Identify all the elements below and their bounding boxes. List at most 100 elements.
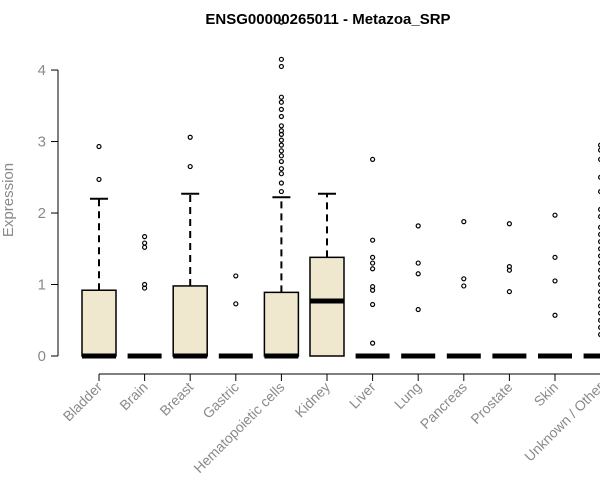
outlier-point bbox=[278, 19, 284, 25]
box-liver bbox=[355, 156, 390, 359]
box-bladder bbox=[81, 143, 117, 359]
outlier-point bbox=[598, 206, 600, 212]
outlier-point bbox=[278, 106, 284, 112]
x-tick-label: Liver bbox=[346, 379, 379, 412]
outlier-point bbox=[278, 63, 284, 70]
outlier-point bbox=[370, 284, 376, 290]
outlier-point bbox=[278, 128, 284, 134]
outlier-point bbox=[278, 99, 284, 105]
outlier-point bbox=[598, 332, 600, 338]
outlier-point bbox=[142, 240, 148, 246]
outlier-point bbox=[415, 223, 421, 229]
outlier-point bbox=[278, 153, 284, 159]
box-body bbox=[263, 291, 300, 357]
outlier-point bbox=[598, 156, 600, 162]
outlier-point bbox=[598, 253, 600, 259]
outlier-point bbox=[598, 231, 600, 237]
x-tick-label: Breast bbox=[156, 379, 196, 419]
outlier-point bbox=[96, 176, 102, 183]
outlier-point bbox=[598, 281, 600, 288]
outlier-point bbox=[370, 301, 376, 308]
outlier-point bbox=[415, 271, 421, 277]
outlier-point bbox=[370, 340, 376, 346]
outlier-point bbox=[598, 147, 600, 153]
x-tick-label: Unknown / Other bbox=[521, 379, 600, 465]
outlier-point bbox=[278, 94, 284, 100]
outlier-point bbox=[598, 224, 600, 230]
outlier-point bbox=[598, 214, 600, 220]
outlier-point bbox=[278, 148, 284, 154]
box-body bbox=[81, 289, 117, 357]
box-brain bbox=[127, 234, 162, 359]
outlier-point bbox=[506, 221, 512, 227]
outlier-point bbox=[598, 296, 600, 302]
outlier-point bbox=[278, 166, 284, 172]
outlier-point bbox=[552, 312, 558, 318]
outlier-point bbox=[278, 171, 284, 177]
outlier-point bbox=[598, 303, 600, 309]
outlier-point bbox=[187, 134, 193, 140]
box-lung bbox=[401, 223, 436, 359]
box-series bbox=[81, 19, 600, 359]
box-kidney bbox=[309, 192, 345, 357]
outlier-point bbox=[552, 212, 558, 218]
outlier-point bbox=[278, 123, 284, 129]
x-tick-label: Pancreas bbox=[417, 379, 470, 432]
x-tick-label: Skin bbox=[531, 379, 562, 410]
box-prostate bbox=[492, 221, 527, 359]
outlier-point bbox=[598, 189, 600, 195]
box-body bbox=[172, 285, 208, 357]
outlier-point bbox=[278, 158, 284, 165]
x-tick-label: Lung bbox=[391, 379, 424, 412]
box-body bbox=[309, 256, 345, 357]
outlier-point bbox=[598, 174, 600, 180]
x-tick-label: Bladder bbox=[60, 379, 106, 425]
box-gastric bbox=[218, 273, 253, 359]
chart-title: ENSG00000265011 - Metazoa_SRP bbox=[205, 11, 450, 28]
x-tick-label: Gastric bbox=[199, 379, 242, 422]
outlier-point bbox=[278, 137, 284, 143]
outlier-point bbox=[370, 254, 376, 260]
outlier-point bbox=[506, 289, 512, 295]
box-breast bbox=[172, 134, 208, 359]
outlier-point bbox=[278, 113, 284, 120]
outlier-point bbox=[598, 289, 600, 295]
outlier-point bbox=[461, 219, 467, 225]
box-unknown-other bbox=[583, 142, 600, 359]
outlier-point bbox=[142, 281, 148, 288]
box-skin bbox=[538, 212, 572, 359]
outlier-point bbox=[598, 317, 600, 323]
x-tick-label: Kidney bbox=[292, 379, 334, 421]
outlier-point bbox=[233, 301, 239, 307]
outlier-point bbox=[278, 56, 284, 62]
outlier-point bbox=[598, 142, 600, 148]
outlier-point bbox=[598, 260, 600, 266]
x-tick-label: Prostate bbox=[467, 379, 515, 427]
outlier-point bbox=[461, 283, 467, 289]
outlier-point bbox=[96, 143, 102, 150]
outlier-point bbox=[552, 278, 558, 284]
y-tick-label: 2 bbox=[38, 205, 46, 222]
outlier-point bbox=[598, 267, 600, 273]
y-axis: 0 1 2 3 4 bbox=[38, 62, 59, 365]
outlier-point bbox=[415, 260, 421, 266]
outlier-point bbox=[142, 244, 148, 250]
outlier-point bbox=[233, 273, 239, 279]
outlier-point bbox=[598, 274, 600, 280]
outlier-point bbox=[370, 156, 376, 163]
y-tick-label: 1 bbox=[38, 277, 46, 294]
outlier-point bbox=[506, 264, 512, 270]
x-tick-label: Brain bbox=[116, 379, 150, 413]
box-hematopoietic-cells bbox=[263, 19, 300, 359]
outlier-point bbox=[370, 260, 376, 266]
y-tick-label: 4 bbox=[38, 62, 46, 79]
outlier-point bbox=[142, 234, 148, 240]
outlier-point bbox=[598, 310, 600, 316]
box-pancreas bbox=[446, 219, 481, 359]
outlier-point bbox=[552, 254, 558, 260]
outlier-point bbox=[278, 142, 284, 148]
outlier-point bbox=[598, 239, 600, 245]
outlier-point bbox=[415, 306, 421, 313]
